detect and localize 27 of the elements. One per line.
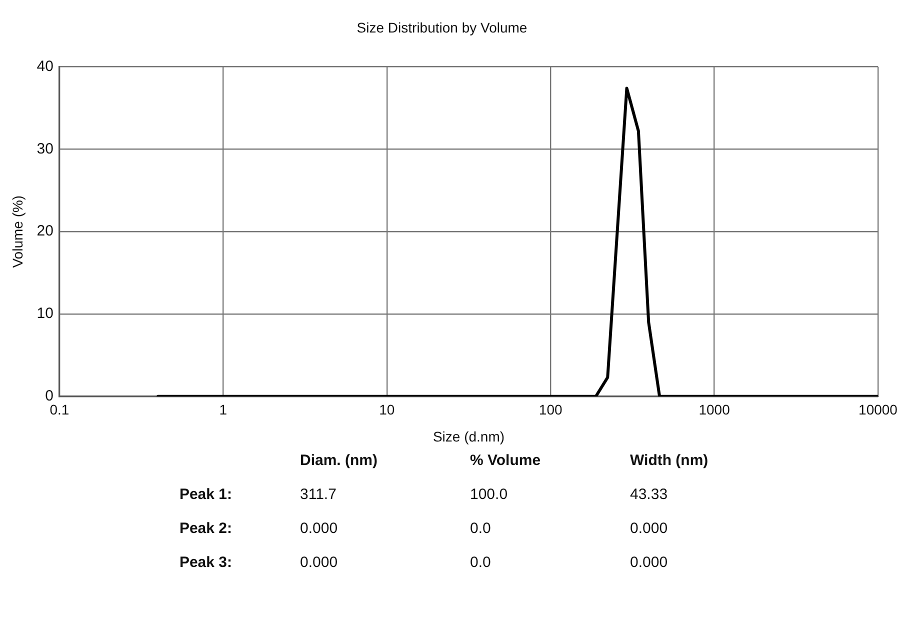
text: % Volume <box>470 452 541 469</box>
text: 0.000 <box>300 554 338 571</box>
text: 0.000 <box>300 520 338 537</box>
text: Peak 2: <box>179 520 232 537</box>
x-tick-label: 1000 <box>698 402 730 418</box>
text: 43.33 <box>630 486 668 503</box>
text: 100.0 <box>470 486 508 503</box>
x-tick-label: 1 <box>219 402 228 418</box>
y-axis-title: Volume (%) <box>9 195 26 268</box>
text: Diam. (nm) <box>300 452 378 469</box>
x-tick-label: 100 <box>538 402 562 418</box>
y-tick-label: 10 <box>36 305 54 322</box>
text: Peak 3: <box>179 554 232 571</box>
y-tick-label: 40 <box>36 58 54 75</box>
x-tick-label: 10000 <box>858 402 898 418</box>
text: Peak 1: <box>179 486 232 503</box>
text: 0.000 <box>630 554 668 571</box>
text: 0.0 <box>470 520 491 537</box>
text: 0.000 <box>630 520 668 537</box>
text: 311.7 <box>300 486 336 503</box>
chart-title: Size Distribution by Volume <box>356 19 528 36</box>
x-axis-title: Size (d.nm) <box>432 428 505 444</box>
y-tick-label: 30 <box>36 140 54 158</box>
x-tick-label: 10 <box>379 402 395 418</box>
text: Width (nm) <box>630 452 708 469</box>
y-tick-label: 20 <box>36 222 54 240</box>
text: 0.0 <box>470 554 491 571</box>
